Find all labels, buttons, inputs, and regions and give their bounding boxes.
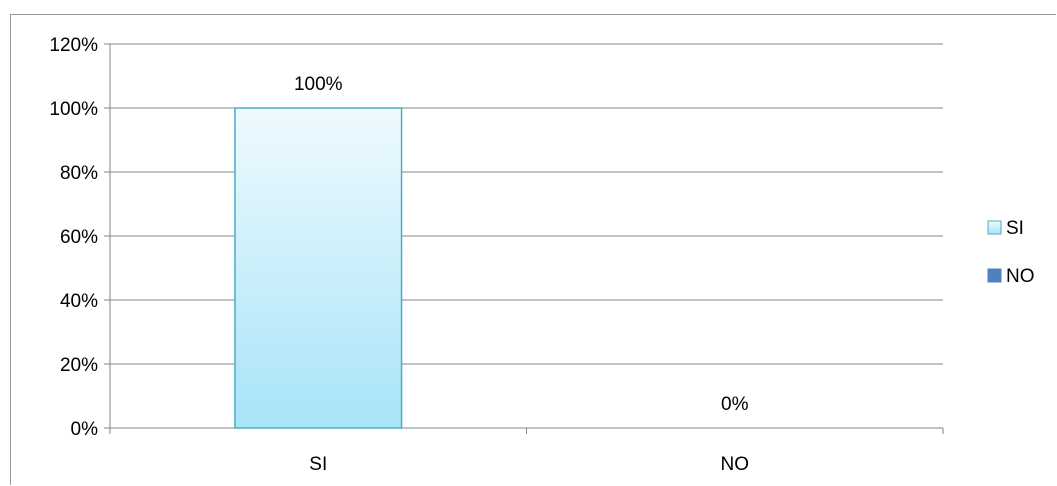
legend: SI NO <box>987 218 1035 287</box>
y-tick-label: 20% <box>60 355 98 376</box>
chart-frame <box>10 14 1056 485</box>
bar-si <box>234 107 403 429</box>
legend-swatch-si <box>987 220 1002 235</box>
data-label: 0% <box>721 394 749 415</box>
x-tick-label: NO <box>721 454 750 475</box>
y-tick-label: 80% <box>60 163 98 184</box>
y-tick-label: 40% <box>60 291 98 312</box>
legend-label-no: NO <box>1006 266 1035 287</box>
y-tick-label: 120% <box>49 35 98 56</box>
legend-swatch-no <box>987 268 1002 283</box>
data-label: 100% <box>294 74 343 95</box>
y-tick-label: 0% <box>71 419 99 440</box>
gridlines <box>110 43 943 365</box>
y-tick-label: 100% <box>49 99 98 120</box>
bars <box>234 107 403 429</box>
data-labels: 100% 0% <box>294 74 749 415</box>
axes: 0% 20% 40% 60% 80% 100% 120% SI NO <box>49 35 944 475</box>
y-tick-label: 60% <box>60 227 98 248</box>
x-tick-label: SI <box>309 454 327 475</box>
legend-label-si: SI <box>1006 218 1024 239</box>
